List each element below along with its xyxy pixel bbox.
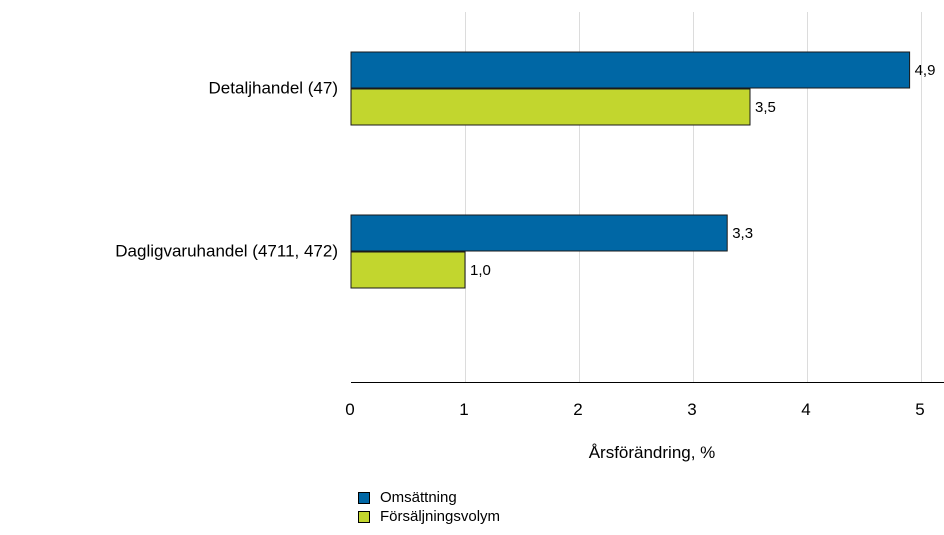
legend: Omsättning Försäljningsvolym — [358, 488, 500, 526]
legend-label: Omsättning — [380, 489, 457, 506]
bar-value-label: 3,3 — [732, 225, 753, 242]
x-tick-label: 1 — [459, 400, 468, 419]
bar-value-label: 1,0 — [470, 262, 491, 279]
category-label: Dagligvaruhandel (4711, 472) — [115, 242, 338, 261]
bar[interactable] — [350, 214, 728, 252]
x-tick-label: 3 — [687, 400, 696, 419]
legend-swatch-omsattning — [358, 491, 370, 504]
legend-item-omsattning[interactable]: Omsättning — [358, 488, 500, 507]
x-tick-label: 4 — [801, 400, 810, 419]
x-tick-label: 2 — [573, 400, 582, 419]
legend-label: Försäljningsvolym — [380, 508, 501, 525]
data-labels: 4,9 3,5 3,3 1,0 — [470, 62, 935, 279]
category-labels: Detaljhandel (47) Dagligvaruhandel (4711,… — [115, 79, 338, 261]
x-tick-label: 0 — [345, 400, 354, 419]
category-label: Detaljhandel (47) — [209, 79, 338, 98]
x-axis-title: Årsförändring, % — [589, 443, 716, 462]
bar-value-label: 3,5 — [755, 99, 776, 116]
bar-value-label: 4,9 — [915, 62, 936, 79]
bars — [350, 51, 911, 289]
bar[interactable] — [350, 251, 466, 289]
bar[interactable] — [350, 88, 751, 126]
x-tick-labels: 0 1 2 3 4 5 — [345, 400, 924, 419]
x-tick-label: 5 — [915, 400, 924, 419]
bar[interactable] — [350, 51, 911, 89]
legend-swatch-forsaljningsvolym — [358, 510, 370, 523]
legend-item-forsaljningsvolym[interactable]: Försäljningsvolym — [358, 507, 500, 526]
